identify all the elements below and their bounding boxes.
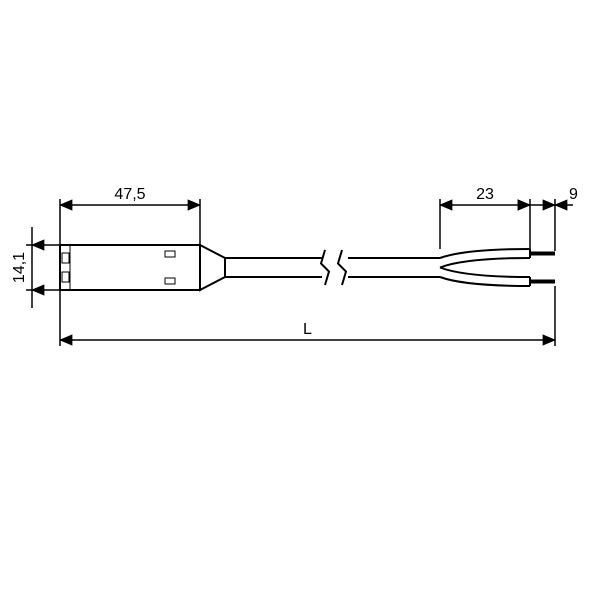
svg-text:L: L bbox=[303, 321, 312, 338]
cable-dimension-diagram: 47,5 23 9 14,1 L bbox=[0, 0, 600, 600]
svg-text:47,5: 47,5 bbox=[114, 186, 145, 203]
dimension-layer: 47,5 23 9 14,1 L bbox=[11, 186, 578, 346]
svg-text:14,1: 14,1 bbox=[11, 252, 28, 283]
geometry-layer bbox=[60, 245, 555, 290]
svg-text:9: 9 bbox=[569, 186, 578, 203]
svg-text:23: 23 bbox=[476, 186, 494, 203]
